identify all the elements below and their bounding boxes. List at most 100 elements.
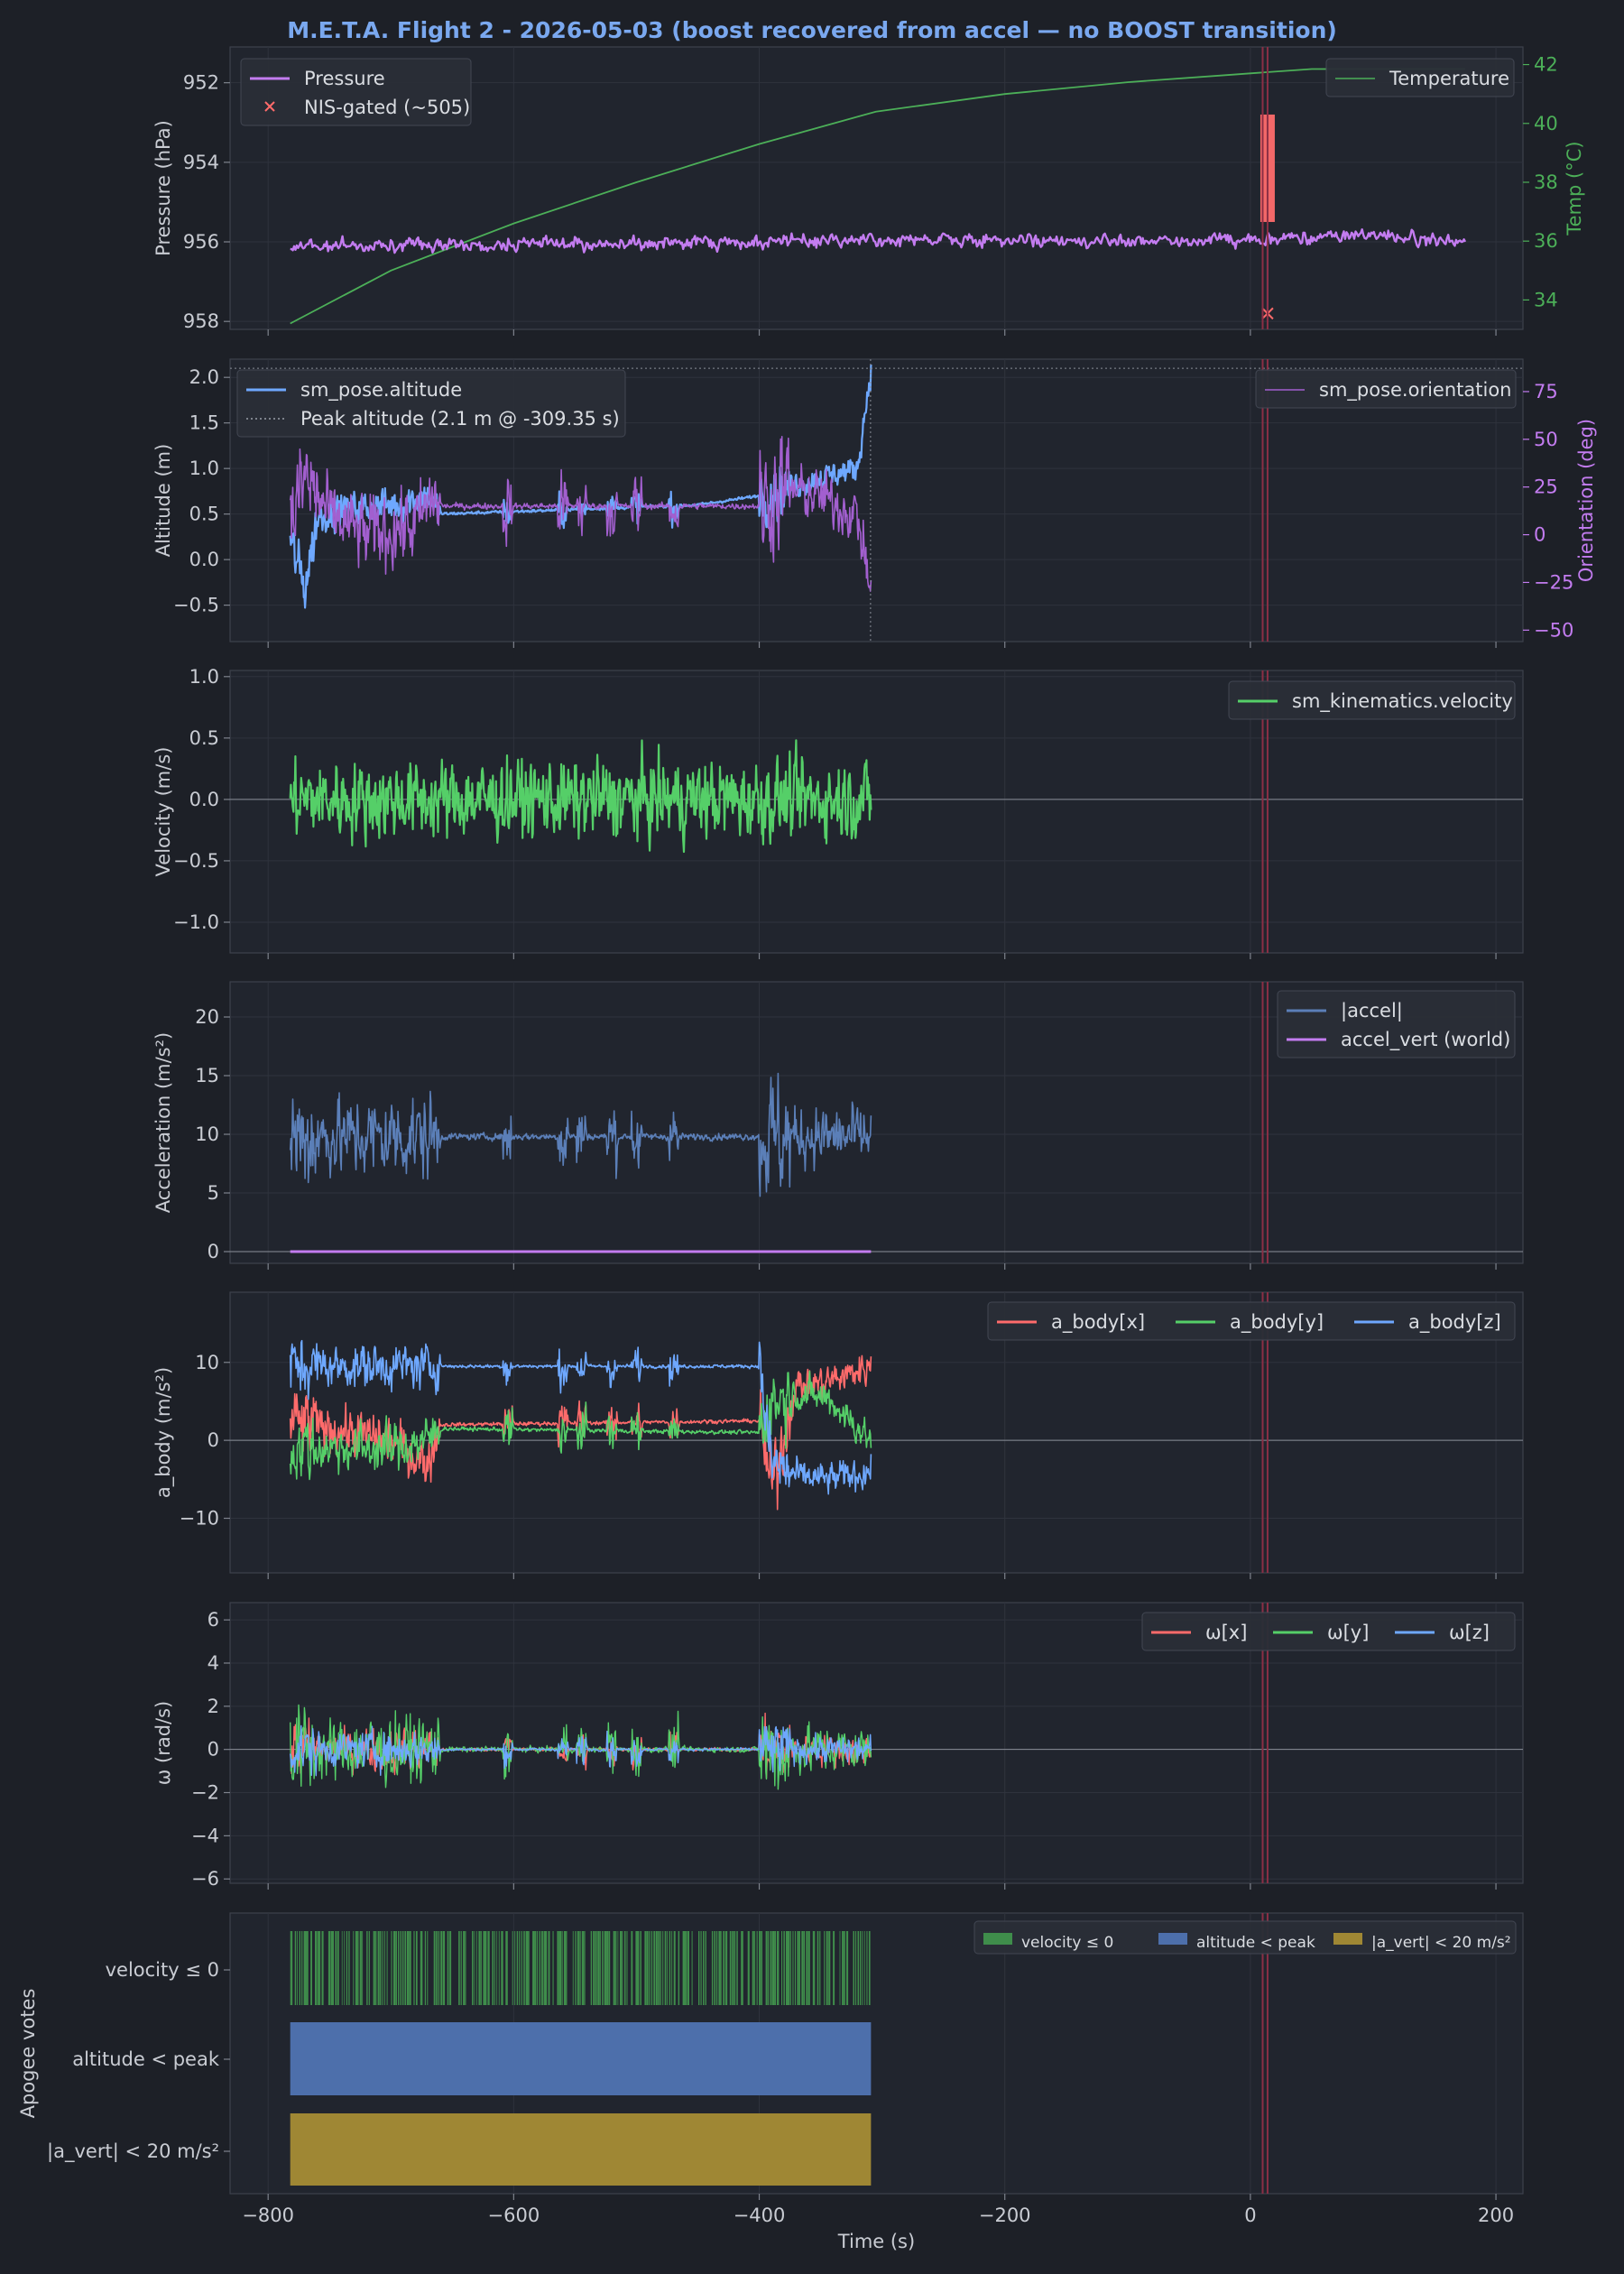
y-axis-label: Apogee votes	[17, 1989, 39, 2119]
series-a-body-y	[289, 1370, 872, 1481]
vote-tick	[644, 1931, 647, 2005]
vote-tick	[546, 1931, 548, 2005]
vote-tick	[653, 1931, 656, 2005]
legend-label: sm_pose.orientation	[1319, 379, 1512, 402]
x-axis-label: Time (s)	[837, 2231, 915, 2252]
y-tick-label: 956	[183, 231, 219, 253]
vote-tick	[798, 1931, 800, 2005]
vote-tick	[833, 1931, 835, 2005]
vote-tick	[774, 1931, 777, 2005]
legend-label: a_body[x]	[1051, 1311, 1145, 1334]
vote-tick	[521, 1931, 522, 2005]
vote-tick	[662, 1931, 664, 2005]
vote-tick	[335, 1931, 337, 2005]
vote-tick	[330, 1931, 333, 2005]
y-tick-label: −0.5	[173, 595, 219, 616]
vote-tick	[581, 1931, 585, 2005]
vote-tick	[718, 1931, 721, 2005]
legend-label: sm_kinematics.velocity	[1292, 690, 1513, 713]
x-tick-label: 0	[1244, 2205, 1256, 2226]
legend: sm_pose.orientation	[1255, 369, 1517, 409]
vote-tick	[483, 1931, 485, 2005]
vote-tick	[646, 1931, 649, 2005]
vote-tick	[386, 1931, 388, 2005]
series-layer	[230, 359, 1523, 642]
vote-tick	[590, 1931, 593, 2005]
y-tick-label: 1.0	[189, 666, 219, 688]
series-pressure	[290, 228, 1467, 254]
vote-tick	[789, 1931, 791, 2005]
series-sm-pose-orientation	[289, 436, 872, 592]
legend: |accel| accel_vert (world)	[1277, 990, 1516, 1058]
legend: sm_kinematics.velocity	[1228, 680, 1516, 720]
legend-frame	[1325, 58, 1515, 97]
y2-tick-label: 36	[1534, 230, 1558, 252]
y2-tick-label: −50	[1534, 619, 1573, 641]
panel-omega: −6 −4 −2 0 2 4 6 ω (rad/s) ω[x] ω[y] ω[z]	[152, 1602, 1524, 1890]
vote-bar-altitude-peak	[290, 2022, 872, 2095]
vote-tick	[700, 1931, 702, 2005]
vote-tick	[781, 1931, 783, 2005]
vote-tick	[678, 1931, 680, 2005]
vote-tick	[772, 1931, 775, 2005]
legend-label: sm_pose.altitude	[300, 379, 462, 402]
y2-tick-label: 50	[1534, 429, 1558, 450]
vote-tick	[514, 1931, 516, 2005]
vote-tick	[438, 1931, 440, 2005]
vote-tick	[839, 1931, 841, 2005]
legend-label: a_body[y]	[1230, 1311, 1324, 1334]
vote-tick	[577, 1931, 579, 2005]
vote-tick	[868, 1931, 871, 2005]
vote-tick	[458, 1931, 460, 2005]
vote-tick	[812, 1931, 816, 2005]
y-tick-label: −1.0	[173, 911, 219, 933]
vote-tick	[353, 1931, 355, 2005]
legend-label: velocity ≤ 0	[1021, 1934, 1113, 1952]
y-tick-label: −4	[191, 1825, 219, 1846]
y-tick-label: 4	[208, 1652, 219, 1674]
vote-tick	[420, 1931, 423, 2005]
vote-tick	[783, 1931, 785, 2005]
vote-tick	[853, 1931, 854, 2005]
y-tick-label: 1.5	[189, 412, 219, 434]
series-layer	[289, 1339, 872, 1511]
y-tick-label: −10	[180, 1508, 219, 1530]
vote-tick	[375, 1931, 377, 2005]
vote-tick	[602, 1931, 604, 2005]
vote-tick	[366, 1931, 368, 2005]
vote-tick	[558, 1931, 561, 2005]
y-tick-label: −0.5	[173, 850, 219, 872]
y-tick-label: 0.0	[189, 549, 219, 570]
vote-tick	[413, 1931, 415, 2005]
vote-tick	[785, 1931, 789, 2005]
vote-tick	[341, 1931, 343, 2005]
legend: sm_pose.altitude Peak altitude (2.1 m @ -…	[236, 369, 626, 438]
vote-tick	[460, 1931, 462, 2005]
vote-tick	[525, 1931, 529, 2005]
vote-tick	[359, 1931, 362, 2005]
series-layer	[289, 1072, 872, 1253]
legend: Pressure NIS-gated (~505)	[240, 58, 472, 126]
vote-tick	[373, 1931, 375, 2005]
vote-tick	[756, 1931, 758, 2005]
y-axis-label: ω (rad/s)	[152, 1701, 174, 1786]
legend-label: ω[z]	[1449, 1622, 1490, 1643]
vote-tick	[714, 1931, 715, 2005]
vote-tick	[384, 1931, 385, 2005]
panel-pressure: 952 954 956 958 Pressure (hPa) 34 36 38 40 42 Temp…	[152, 46, 1585, 336]
vote-tick	[523, 1931, 525, 2005]
vote-tick	[593, 1931, 595, 2005]
legend-frame	[973, 1920, 1517, 1955]
vote-tick	[494, 1931, 495, 2005]
x-tick-label: −400	[734, 2205, 786, 2226]
vote-tick	[685, 1931, 687, 2005]
vote-tick	[673, 1931, 676, 2005]
y-tick-label: 0	[208, 1241, 219, 1262]
vote-tick	[496, 1931, 498, 2005]
vote-tick	[346, 1931, 348, 2005]
legend: velocity ≤ 0 altitude < peak |a_vert| < 20…	[973, 1920, 1517, 1955]
legend-label: Peak altitude (2.1 m @ -309.35 s)	[300, 408, 620, 430]
vote-tick	[777, 1931, 780, 2005]
vote-tick	[463, 1931, 466, 2005]
